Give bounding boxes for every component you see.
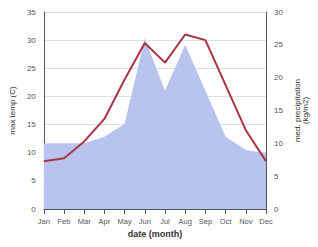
svg-text:(kg/m2): (kg/m2) xyxy=(301,97,310,124)
svg-text:10: 10 xyxy=(27,148,36,157)
svg-text:35: 35 xyxy=(27,8,36,17)
svg-text:20: 20 xyxy=(274,73,283,82)
svg-text:Mar: Mar xyxy=(78,217,91,226)
svg-text:10: 10 xyxy=(274,139,283,148)
svg-text:date (month): date (month) xyxy=(128,229,183,239)
svg-text:25: 25 xyxy=(274,40,283,49)
svg-text:30: 30 xyxy=(274,8,283,17)
svg-text:Dec: Dec xyxy=(259,217,273,226)
svg-text:Jan: Jan xyxy=(38,217,50,226)
svg-text:15: 15 xyxy=(27,120,36,129)
svg-text:Sep: Sep xyxy=(199,217,212,226)
svg-text:15: 15 xyxy=(274,106,283,115)
svg-text:25: 25 xyxy=(27,64,36,73)
svg-text:30: 30 xyxy=(27,36,36,45)
svg-text:Apr: Apr xyxy=(99,217,111,226)
svg-text:Aug: Aug xyxy=(179,217,192,226)
svg-text:Oct: Oct xyxy=(220,217,233,226)
svg-text:max temp (C): max temp (C) xyxy=(8,86,17,135)
svg-text:May: May xyxy=(118,217,132,226)
svg-text:Nov: Nov xyxy=(239,217,253,226)
svg-text:20: 20 xyxy=(27,92,36,101)
svg-text:Jul: Jul xyxy=(160,217,170,226)
svg-text:0: 0 xyxy=(274,205,279,214)
svg-text:Jun: Jun xyxy=(139,217,151,226)
svg-text:5: 5 xyxy=(31,176,36,185)
svg-text:Feb: Feb xyxy=(58,217,71,226)
svg-text:med. precipitation: med. precipitation xyxy=(293,78,303,143)
svg-text:0: 0 xyxy=(31,205,36,214)
svg-text:5: 5 xyxy=(274,172,279,181)
